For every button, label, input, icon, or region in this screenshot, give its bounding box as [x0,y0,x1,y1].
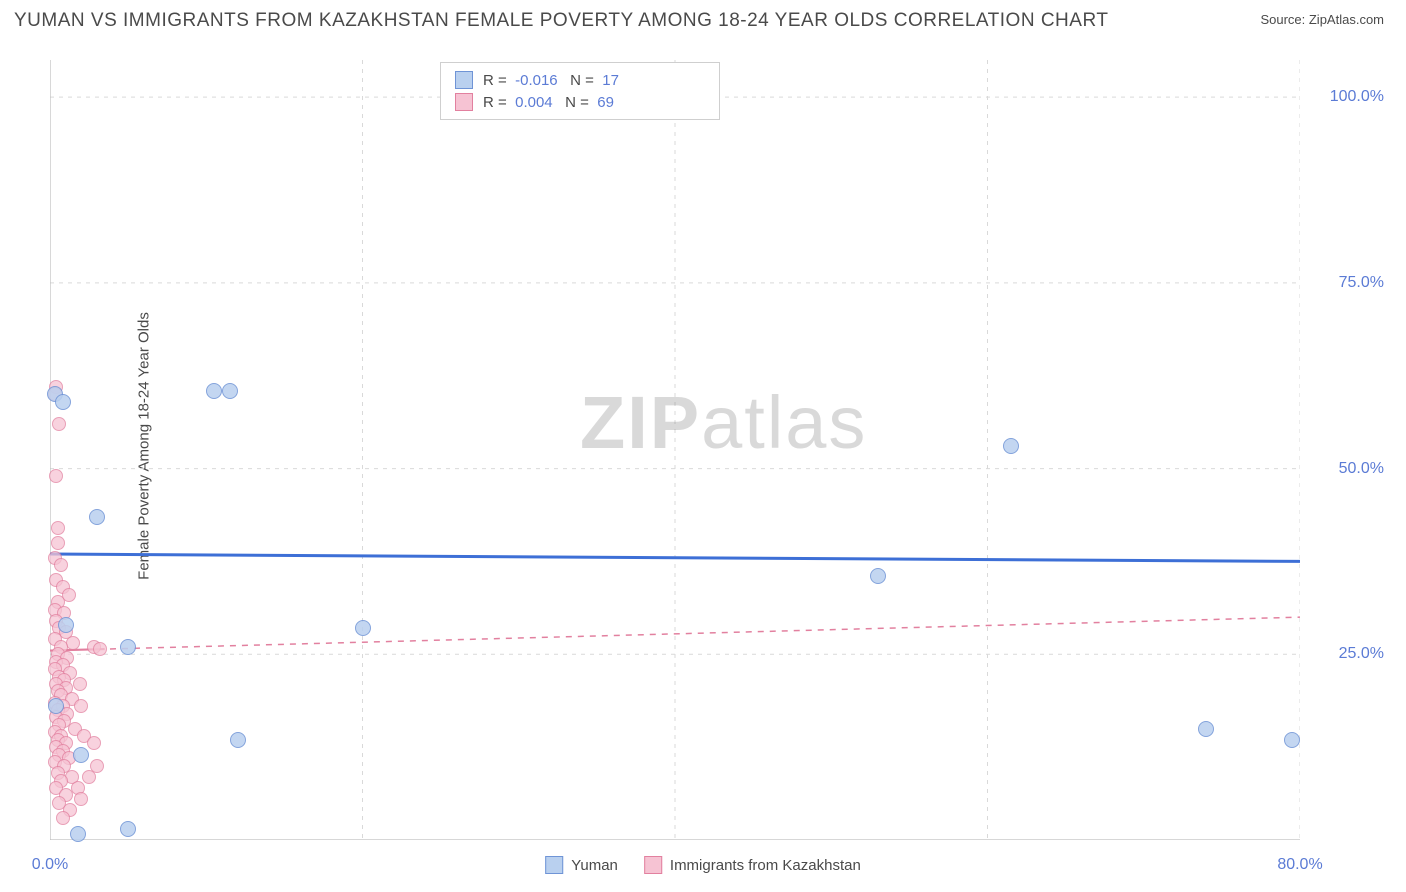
legend-stat: R = 0.004 N = 69 [483,94,614,111]
legend-label: Yuman [571,857,618,874]
data-point [74,699,88,713]
y-tick-label: 75.0% [1339,274,1384,292]
legend-item: Yuman [545,856,618,874]
data-point [89,509,105,525]
data-point [1198,721,1214,737]
data-point [87,736,101,750]
y-tick-label: 50.0% [1339,460,1384,478]
data-point [1003,438,1019,454]
data-point [70,826,86,842]
data-point [82,770,96,784]
data-point [49,469,63,483]
data-point [51,536,65,550]
plot-area [50,60,1300,840]
x-tick-label: 80.0% [1277,856,1322,874]
data-point [73,747,89,763]
data-point [355,620,371,636]
legend-bottom: Yuman Immigrants from Kazakhstan [545,856,861,874]
legend-swatch [455,93,473,111]
gridlines [50,60,1300,840]
legend-correlation: R = -0.016 N = 17 R = 0.004 N = 69 [440,62,720,120]
data-point [120,639,136,655]
data-point [58,617,74,633]
data-point [74,792,88,806]
data-point [230,732,246,748]
legend-swatch [545,856,563,874]
data-point [73,677,87,691]
data-point [66,636,80,650]
data-point [48,698,64,714]
data-point [52,417,66,431]
data-point [120,821,136,837]
data-point [870,568,886,584]
data-point [56,811,70,825]
data-point [206,383,222,399]
source-attribution: Source: ZipAtlas.com [1260,12,1384,27]
data-point [1284,732,1300,748]
chart-container: YUMAN VS IMMIGRANTS FROM KAZAKHSTAN FEMA… [0,0,1406,892]
data-point [55,394,71,410]
legend-stat: R = -0.016 N = 17 [483,72,619,89]
legend-swatch [644,856,662,874]
legend-swatch [455,71,473,89]
x-tick-label: 0.0% [32,856,68,874]
data-point [93,642,107,656]
legend-item: Immigrants from Kazakhstan [644,856,861,874]
data-point [54,558,68,572]
data-point [222,383,238,399]
data-point [51,521,65,535]
chart-title: YUMAN VS IMMIGRANTS FROM KAZAKHSTAN FEMA… [14,10,1108,32]
y-tick-label: 25.0% [1339,645,1384,663]
legend-label: Immigrants from Kazakhstan [670,857,861,874]
y-tick-label: 100.0% [1330,88,1384,106]
